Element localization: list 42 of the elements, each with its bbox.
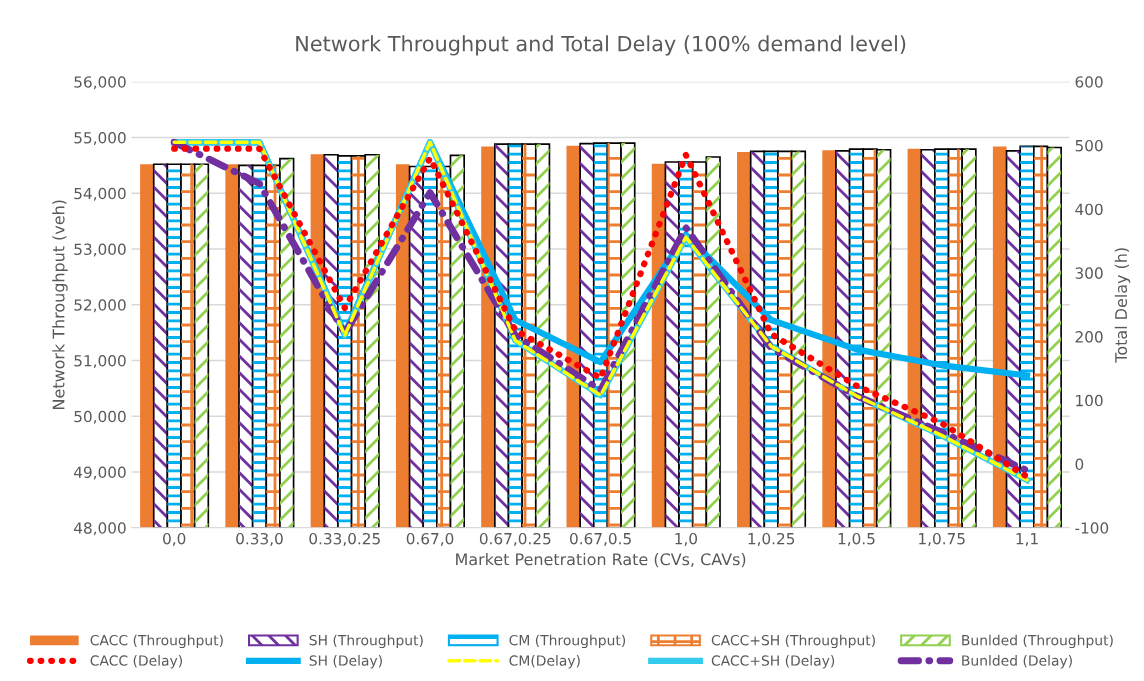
x-tick-label: 1,0.25 (748, 532, 795, 547)
x-tick-label: 1,0 (675, 532, 698, 547)
y2-axis-title: Total Delay (h) (1114, 248, 1131, 363)
chart-title: Network Throughput and Total Delay (100% demand level) (296, 35, 906, 56)
y-tick-label: 53,000 (74, 243, 126, 257)
x-axis-title: Market Penetration Rate (CVs, CAVs) (456, 552, 746, 568)
y-tick-label: 51,000 (74, 354, 126, 369)
y-tick-label: 52,000 (74, 299, 126, 313)
x-tick-label: 0.33,0.25 (309, 532, 380, 547)
y-tick-label: 56,000 (74, 76, 126, 90)
x-tick-label: 1,0.75 (919, 532, 965, 547)
legend-label: SH (Throughput) (309, 634, 423, 649)
x-tick-label: 0.33,0 (236, 532, 283, 547)
legend-label: CACC (Delay) (90, 655, 182, 669)
y2-tick-label: 200 (1075, 331, 1103, 343)
y-tick-label: 54,000 (74, 187, 126, 201)
y2-tick-label: 300 (1075, 267, 1103, 279)
legend-label: CM(Delay) (509, 655, 580, 669)
y2-tick-label: 100 (1076, 394, 1103, 407)
y-tick-label: 55,000 (74, 131, 126, 146)
y-axis-title: Network Throughput (veh) (52, 200, 68, 409)
y2-tick-label: 400 (1075, 203, 1103, 216)
legend-label: CACC (Throughput) (90, 634, 223, 649)
y2-tick-label: 600 (1075, 76, 1103, 88)
legend-label: CM (Throughput) (509, 634, 626, 649)
x-tick-label: 1,1 (1016, 533, 1038, 547)
y-tick-label: 49,000 (73, 466, 126, 480)
y2-tick-label: 0 (1075, 458, 1084, 471)
y-tick-label: 48,000 (73, 522, 126, 536)
x-tick-label: 0.67,0 (406, 532, 454, 547)
legend-label: Bunlded (Throughput) (962, 634, 1113, 649)
x-tick-label: 0.67,0.5 (570, 532, 631, 547)
x-tick-label: 0,0 (163, 532, 186, 547)
x-tick-label: 0.67,0.25 (479, 532, 551, 547)
y2-tick-label: -100 (1075, 522, 1109, 534)
legend-label: SH (Delay) (309, 655, 382, 669)
y2-tick-label: 500 (1075, 139, 1103, 152)
legend-label: CACC+SH (Throughput) (711, 634, 875, 649)
legend-label: Bunlded (Delay) (962, 655, 1072, 669)
x-tick-label: 1,0.5 (838, 532, 875, 547)
y-tick-label: 50,000 (74, 410, 126, 424)
legend-label: CACC+SH (Delay) (711, 655, 835, 669)
